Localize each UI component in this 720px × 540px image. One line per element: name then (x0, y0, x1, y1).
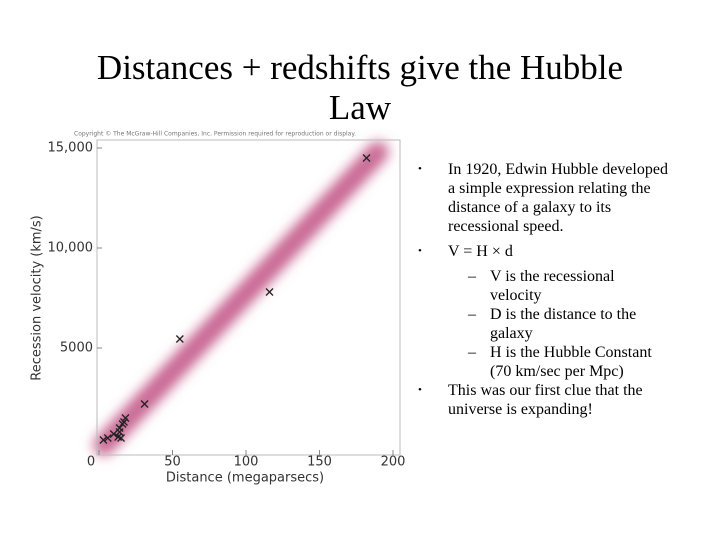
data-point (103, 434, 112, 442)
data-point (99, 436, 108, 444)
data-point (120, 418, 128, 426)
sub-bullet: – D is the distance to the galaxy (468, 305, 668, 343)
bullet: • In 1920, Edwin Hubble developed a simpl… (418, 160, 668, 236)
data-point (175, 335, 184, 343)
bullet-marker: • (418, 163, 422, 175)
x-tick-label: 0 (87, 455, 95, 470)
data-point (140, 400, 149, 408)
data-point (115, 428, 124, 436)
bullet-marker: • (418, 384, 422, 396)
copyright: Copyright © The McGraw-Hill Companies, I… (74, 131, 356, 138)
data-point (265, 288, 274, 296)
y-tick-label: 15,000 (48, 141, 94, 156)
bullet-text: This was our first clue that the univers… (448, 382, 643, 418)
data-point (109, 430, 118, 438)
sub-bullet-text: D is the distance to the galaxy (490, 306, 637, 342)
slide-title: Distances + redshifts give the Hubble La… (96, 48, 624, 127)
sub-bullet-marker: – (468, 306, 476, 323)
y-axis-label: Recession velocity (km/s) (30, 215, 45, 381)
sub-bullet-marker: – (468, 344, 476, 361)
trend-core (101, 149, 381, 448)
y-tick-label: 10,000 (48, 241, 94, 256)
y-tick-label: 5000 (60, 341, 93, 356)
x-axis-label: Distance (megaparsecs) (166, 471, 324, 486)
x-tick-label: 200 (381, 455, 406, 470)
bullet-text: V = H × d (448, 243, 513, 260)
bullet: • This was our first clue that the univer… (418, 381, 668, 419)
bullet-list: • In 1920, Edwin Hubble developed a simpl… (418, 160, 668, 425)
data-point (117, 434, 126, 442)
data-point (362, 154, 371, 162)
plot-frame (96, 139, 401, 456)
sub-bullet: – H is the Hubble Constant (70 km/sec per… (468, 343, 668, 381)
x-tick-label: 50 (164, 455, 181, 470)
bullet-marker: • (418, 245, 422, 257)
x-tick-label: 100 (234, 455, 259, 470)
x-tick-label: 150 (307, 455, 332, 470)
sub-bullet-text: V is the recessional velocity (490, 268, 615, 304)
sub-bullet-marker: – (468, 268, 476, 285)
sub-bullet: – V is the recessional velocity (468, 267, 668, 305)
bullet-text: In 1920, Edwin Hubble developed a simple… (448, 161, 668, 235)
bullet: • V = H × d (418, 242, 668, 261)
sub-bullet-text: H is the Hubble Constant (70 km/sec per … (490, 344, 652, 380)
